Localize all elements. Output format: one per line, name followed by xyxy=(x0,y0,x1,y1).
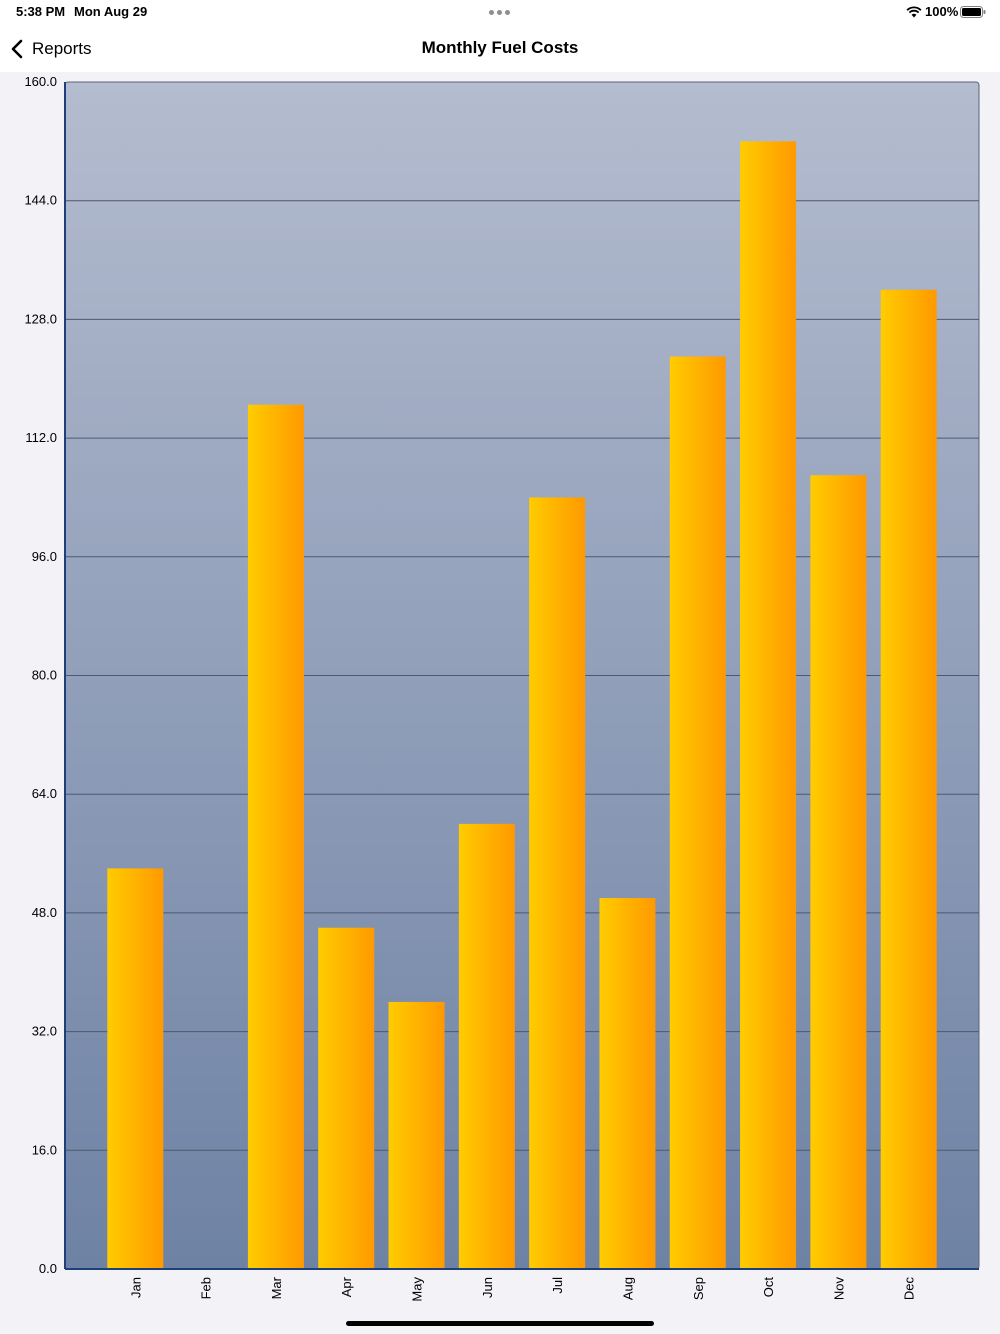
x-tick-label: Aug xyxy=(620,1277,635,1300)
y-tick-label: 96.0 xyxy=(32,549,57,564)
x-tick-label: Nov xyxy=(831,1277,846,1301)
x-tick-label: Feb xyxy=(199,1277,214,1299)
bar-jan xyxy=(107,868,164,1269)
y-tick-label: 64.0 xyxy=(32,786,57,801)
bar-jul xyxy=(529,497,586,1269)
y-tick-label: 80.0 xyxy=(32,668,57,683)
bar-chart: 0.0 16.0 32.0 48.0 64.0 80.0 96.0 112.0 128.0 144… xyxy=(24,74,980,1302)
y-tick-labels: 0.0 16.0 32.0 48.0 64.0 80.0 96.0 112.0 128.0 144… xyxy=(24,74,57,1276)
home-indicator xyxy=(346,1321,654,1326)
chevron-left-icon xyxy=(11,39,23,59)
navigation-bar: Reports Monthly Fuel Costs xyxy=(0,26,1000,72)
bar-jun xyxy=(458,823,515,1269)
axes xyxy=(64,82,979,1270)
x-tick-labels: Jan Feb Mar Apr May Jun Jul Aug Sep Oct Nov Dec xyxy=(128,1276,916,1301)
bar-sep xyxy=(669,356,726,1269)
y-tick-label: 144.0 xyxy=(24,193,57,208)
y-tick-label: 128.0 xyxy=(24,311,57,326)
y-tick-label: 48.0 xyxy=(32,905,57,920)
x-tick-label: Dec xyxy=(902,1277,917,1301)
status-date: Mon Aug 29 xyxy=(74,4,148,19)
x-tick-label: Apr xyxy=(339,1276,354,1297)
multitasking-dots-icon[interactable] xyxy=(489,10,511,16)
bar-oct xyxy=(740,141,797,1270)
back-button-label: Reports xyxy=(32,39,92,58)
x-tick-label: May xyxy=(410,1277,425,1302)
battery-percentage: 100% xyxy=(925,4,959,19)
x-tick-label: Jul xyxy=(550,1277,565,1294)
wifi-icon xyxy=(906,6,922,18)
x-tick-label: Oct xyxy=(761,1277,776,1298)
y-tick-label: 32.0 xyxy=(32,1024,57,1039)
y-tick-label: 160.0 xyxy=(24,74,57,89)
back-button[interactable]: Reports xyxy=(10,34,92,64)
battery-icon xyxy=(960,6,986,18)
y-tick-label: 112.0 xyxy=(25,430,57,445)
page-title: Monthly Fuel Costs xyxy=(421,38,579,57)
status-time: 5:38 PM xyxy=(16,4,66,19)
bar-apr xyxy=(318,927,375,1269)
status-bar: 5:38 PM Mon Aug 29 100% xyxy=(0,0,1000,26)
bar-nov xyxy=(810,475,867,1270)
bar-dec xyxy=(880,289,937,1270)
x-tick-label: Sep xyxy=(691,1277,706,1300)
x-tick-label: Jan xyxy=(128,1277,143,1298)
bar-may xyxy=(388,1001,445,1269)
bar-aug xyxy=(599,898,656,1269)
y-tick-label: 0.0 xyxy=(39,1261,57,1276)
bars xyxy=(107,141,937,1270)
x-tick-label: Mar xyxy=(269,1276,284,1299)
bar-mar xyxy=(247,404,304,1269)
x-tick-label: Jun xyxy=(480,1277,495,1298)
y-tick-label: 16.0 xyxy=(32,1142,57,1157)
